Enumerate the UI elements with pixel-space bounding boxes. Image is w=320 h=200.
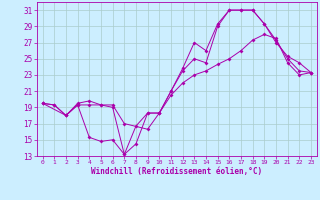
X-axis label: Windchill (Refroidissement éolien,°C): Windchill (Refroidissement éolien,°C) — [91, 167, 262, 176]
